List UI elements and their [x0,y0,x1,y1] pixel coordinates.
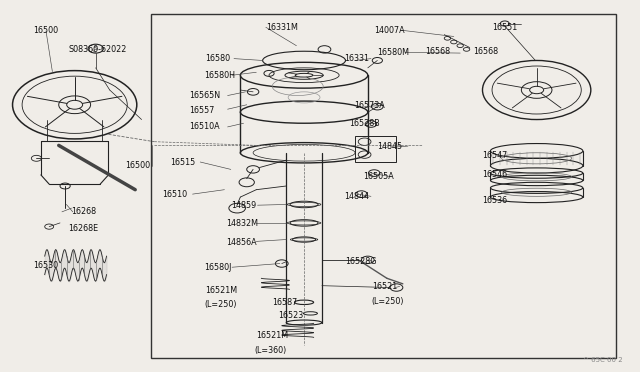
Text: 16521: 16521 [372,282,397,291]
Text: 16546: 16546 [483,170,508,179]
Text: 16505A: 16505A [364,172,394,181]
Text: 16551: 16551 [492,23,517,32]
Text: 16500: 16500 [125,161,151,170]
Text: S: S [94,46,98,51]
Text: 16587: 16587 [272,298,298,307]
Text: 16510A: 16510A [189,122,220,131]
Text: 16521M: 16521M [205,286,237,295]
Text: 16510: 16510 [163,190,188,199]
Text: 16331M: 16331M [266,23,298,32]
Text: 16580J: 16580J [204,263,232,272]
Text: 16568: 16568 [425,47,451,56]
Text: 16523: 16523 [278,311,304,320]
Text: S08360-62022: S08360-62022 [68,45,127,54]
Text: 16521M: 16521M [256,331,289,340]
Text: 14845: 14845 [378,142,403,151]
Text: 16515: 16515 [170,157,195,167]
Text: (L=250): (L=250) [204,300,237,310]
Text: 16536: 16536 [483,196,508,205]
Text: 16573A: 16573A [354,101,385,110]
Bar [151,14,616,358]
Text: 14832M: 14832M [226,219,258,228]
Text: 16268E: 16268E [68,224,99,233]
Text: 16565N: 16565N [189,91,221,100]
Text: ^ 65C 00 2: ^ 65C 00 2 [583,357,623,363]
Text: 14844: 14844 [344,192,369,201]
Text: 16530: 16530 [33,261,58,270]
Text: 14007A: 14007A [374,26,404,35]
Text: 16331: 16331 [344,54,369,63]
Text: 16580H: 16580H [204,71,235,80]
Text: 16268: 16268 [72,207,97,217]
Text: 16547: 16547 [483,151,508,160]
Text: 16528G: 16528G [346,257,377,266]
Text: 14856A: 14856A [226,238,256,247]
Text: 14859: 14859 [231,201,256,210]
Text: 16557: 16557 [189,106,215,115]
Bar [355,136,396,162]
Text: 16580M: 16580M [378,48,410,57]
Text: (L=360): (L=360) [254,346,287,355]
Text: 16580: 16580 [205,54,230,63]
Text: 16500: 16500 [33,26,58,35]
Text: (L=250): (L=250) [371,297,403,306]
Text: 16568: 16568 [473,47,498,56]
Text: 16528B: 16528B [349,119,380,128]
